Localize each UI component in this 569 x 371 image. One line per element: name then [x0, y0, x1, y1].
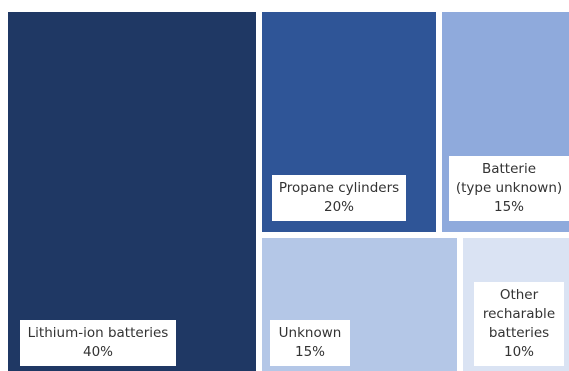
label-propane-cylinders-value: 20% [323, 199, 354, 215]
label-unknown-value: 15% [294, 344, 325, 360]
tile-lithium-ion-batteries [8, 12, 256, 371]
label-lithium-ion-batteries-name: Lithium-ion batteries [27, 325, 169, 341]
label-other-recharable-batteries-name: Other recharable batteries [482, 287, 556, 341]
label-unknown-name: Unknown [278, 325, 342, 341]
label-other-recharable-batteries-value: 10% [503, 344, 534, 360]
label-lithium-ion-batteries: Lithium-ion batteries 40% [20, 320, 176, 366]
label-lithium-ion-batteries-value: 40% [82, 344, 113, 360]
label-propane-cylinders: Propane cylinders 20% [272, 175, 406, 221]
label-propane-cylinders-name: Propane cylinders [278, 180, 400, 196]
label-batterie-type-unknown-name: Batterie (type unknown) [455, 161, 563, 196]
label-other-recharable-batteries: Other recharable batteries 10% [474, 282, 564, 366]
label-batterie-type-unknown-value: 15% [493, 199, 524, 215]
label-unknown: Unknown 15% [270, 320, 350, 366]
label-batterie-type-unknown: Batterie (type unknown) 15% [449, 156, 569, 221]
